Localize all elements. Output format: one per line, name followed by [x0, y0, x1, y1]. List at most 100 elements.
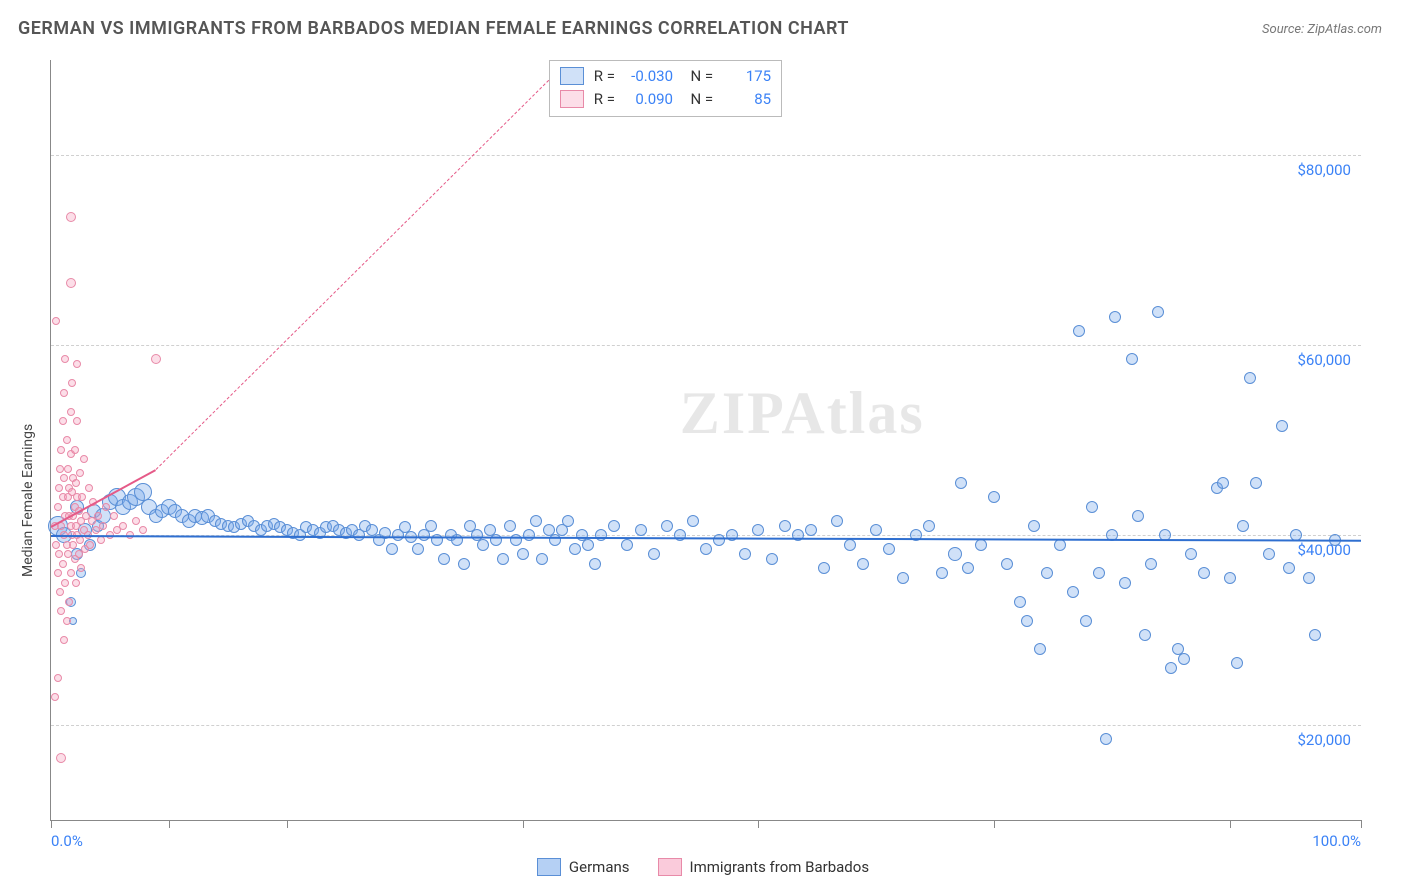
stat-n-label: N = — [683, 65, 713, 88]
x-tick — [51, 820, 52, 828]
correlation-stats-box: R =-0.030 N =175R =0.090 N =85 — [549, 60, 782, 117]
data-point — [110, 512, 118, 520]
data-point — [151, 354, 161, 364]
legend-label: Immigrants from Barbados — [690, 858, 870, 876]
data-point — [1276, 420, 1288, 432]
data-point — [844, 539, 856, 551]
data-point — [1165, 662, 1177, 674]
x-tick — [523, 820, 524, 828]
watermark: ZIPAtlas — [680, 379, 925, 448]
data-point — [386, 543, 398, 555]
data-point — [1283, 562, 1295, 574]
data-point — [56, 588, 64, 596]
data-point — [595, 529, 607, 541]
x-tick — [994, 820, 995, 828]
stat-swatch — [560, 90, 584, 108]
data-point — [80, 455, 88, 463]
data-point — [77, 564, 85, 572]
data-point — [1250, 477, 1262, 489]
data-point — [86, 541, 94, 549]
data-point — [57, 607, 65, 615]
x-tick — [1230, 820, 1231, 828]
data-point — [870, 524, 882, 536]
data-point — [55, 484, 63, 492]
data-point — [52, 541, 60, 549]
data-point — [458, 558, 470, 570]
data-point — [92, 526, 100, 534]
data-point — [1178, 653, 1190, 665]
data-point — [59, 560, 67, 568]
stat-swatch — [560, 67, 584, 85]
chart-title: GERMAN VS IMMIGRANTS FROM BARBADOS MEDIA… — [18, 18, 849, 39]
data-point — [1001, 558, 1013, 570]
data-point — [477, 539, 489, 551]
stat-r-value: 0.090 — [625, 88, 673, 111]
data-point — [510, 534, 522, 546]
data-point — [61, 355, 69, 363]
data-point — [1034, 643, 1046, 655]
data-point — [504, 520, 516, 532]
x-start-label: 0.0% — [51, 832, 83, 850]
data-point — [94, 512, 102, 520]
data-point — [60, 636, 68, 644]
data-point — [72, 479, 80, 487]
data-point — [988, 491, 1000, 503]
data-point — [530, 515, 542, 527]
data-point — [139, 526, 147, 534]
data-point — [1028, 520, 1040, 532]
x-tick — [1361, 820, 1362, 828]
data-point — [64, 465, 72, 473]
data-point — [63, 436, 71, 444]
data-point — [490, 534, 502, 546]
data-point — [1217, 477, 1229, 489]
data-point — [523, 529, 535, 541]
data-point — [1139, 629, 1151, 641]
y-tick-label: $20,000 — [1271, 731, 1351, 749]
data-point — [1231, 657, 1243, 669]
data-point — [635, 524, 647, 536]
data-point — [54, 674, 62, 682]
legend-label: Germans — [569, 858, 630, 876]
data-point — [1244, 372, 1256, 384]
data-point — [589, 558, 601, 570]
data-point — [66, 278, 76, 288]
data-point — [713, 534, 725, 546]
data-point — [608, 520, 620, 532]
scatter-plot: ZIPAtlas R =-0.030 N =175R =0.090 N =85 … — [50, 60, 1361, 821]
data-point — [60, 474, 68, 482]
data-point — [1126, 353, 1138, 365]
data-point — [1152, 306, 1164, 318]
x-tick — [287, 820, 288, 828]
data-point — [1224, 572, 1236, 584]
gridline — [51, 155, 1361, 156]
data-point — [648, 548, 660, 560]
data-point — [1109, 311, 1121, 323]
data-point — [752, 524, 764, 536]
data-point — [948, 547, 962, 561]
data-point — [1263, 548, 1275, 560]
legend-item: Germans — [537, 858, 630, 876]
data-point — [661, 520, 673, 532]
data-point — [1145, 558, 1157, 570]
data-point — [962, 562, 974, 574]
data-point — [1119, 577, 1131, 589]
data-point — [497, 553, 509, 565]
data-point — [700, 543, 712, 555]
data-point — [55, 550, 63, 558]
data-point — [99, 522, 107, 530]
data-point — [1303, 572, 1315, 584]
data-point — [72, 579, 80, 587]
data-point — [517, 548, 529, 560]
gridline — [51, 345, 1361, 346]
y-tick-label: $60,000 — [1271, 351, 1351, 369]
data-point — [1021, 615, 1033, 627]
data-point — [60, 389, 68, 397]
data-point — [805, 524, 817, 536]
data-point — [857, 558, 869, 570]
data-point — [1093, 567, 1105, 579]
data-point — [73, 417, 81, 425]
stat-r-label: R = — [594, 65, 615, 88]
data-point — [536, 553, 548, 565]
stat-n-value: 85 — [723, 88, 771, 111]
stat-n-label: N = — [683, 88, 713, 111]
